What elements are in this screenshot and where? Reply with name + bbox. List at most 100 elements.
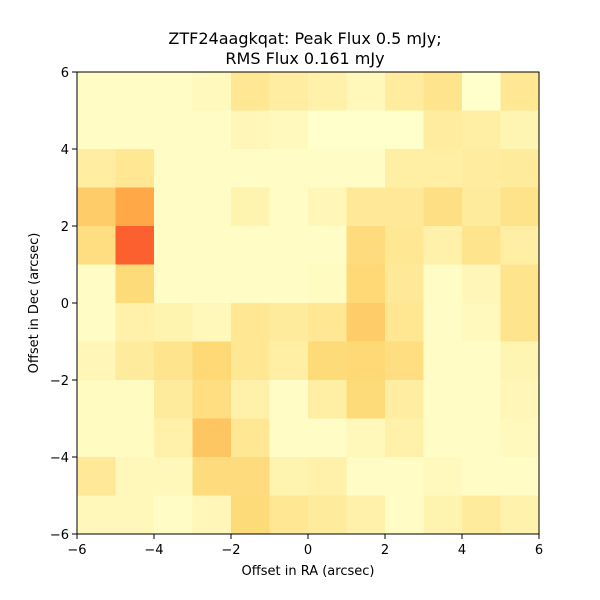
heatmap-cell — [77, 303, 116, 342]
heatmap-cell — [115, 110, 155, 150]
y-tick-label: −4 — [50, 451, 69, 466]
heatmap-cell — [77, 457, 116, 496]
heatmap-cell — [423, 264, 463, 304]
heatmap-cell — [269, 187, 309, 227]
heatmap-cell — [346, 72, 386, 111]
heatmap-cell — [423, 457, 463, 496]
heatmap-cell — [423, 110, 463, 150]
heatmap-cell — [500, 72, 540, 111]
y-axis-label: Offset in Dec (arcsec) — [27, 233, 42, 374]
heatmap-cell — [462, 457, 501, 496]
heatmap-cell — [462, 226, 501, 265]
heatmap-cell — [308, 110, 347, 150]
y-tick-label: 2 — [61, 220, 69, 235]
heatmap-cell — [77, 72, 116, 111]
y-tick-label: 0 — [61, 297, 69, 312]
heatmap-cell — [423, 187, 463, 227]
heatmap-cell — [346, 495, 386, 535]
heatmap-cell — [346, 457, 386, 496]
heatmap-cell — [500, 303, 540, 342]
heatmap-cell — [154, 341, 193, 381]
heatmap-cell — [231, 110, 270, 150]
heatmap-cell — [346, 303, 386, 342]
heatmap-cell — [192, 226, 232, 265]
heatmap-cell — [462, 110, 501, 150]
heatmap-cell — [192, 495, 232, 535]
heatmap-cell — [269, 495, 309, 535]
heatmap-cell — [115, 303, 155, 342]
heatmap-cell — [77, 264, 116, 304]
heatmap-cell — [385, 341, 424, 381]
heatmap-cell — [231, 264, 270, 304]
heatmap-cell — [462, 264, 501, 304]
heatmap-cell — [192, 418, 232, 458]
heatmap-cell — [77, 495, 116, 535]
x-tick-label: 4 — [458, 543, 466, 558]
heatmap-cell — [77, 341, 116, 381]
heatmap-cell — [231, 457, 270, 496]
heatmap-cell — [462, 303, 501, 342]
axis-ticks: −6 −4 −2 0 2 4 6 −6 −4 −2 0 2 4 6 — [50, 66, 543, 558]
heatmap-cell — [154, 72, 193, 111]
heatmap-cell — [269, 380, 309, 419]
x-tick-label: 6 — [535, 543, 543, 558]
heatmap-cell — [308, 303, 347, 342]
heatmap-cell — [308, 149, 347, 188]
heatmap-cell — [77, 149, 116, 188]
heatmap-cell — [500, 380, 540, 419]
heatmap-cell — [423, 303, 463, 342]
y-tick-label: −2 — [50, 374, 69, 389]
heatmap-cell — [231, 226, 270, 265]
plot-frame — [76, 71, 540, 535]
heatmap-cell — [385, 72, 424, 111]
heatmap-cell — [462, 418, 501, 458]
heatmap-cell — [385, 303, 424, 342]
heatmap-cell — [462, 72, 501, 111]
heatmap-cell — [231, 187, 270, 227]
heatmap-cell — [385, 226, 424, 265]
heatmap-cell — [500, 110, 540, 150]
heatmap-cell — [269, 110, 309, 150]
heatmap-cell — [231, 72, 270, 111]
heatmap-cell — [346, 110, 386, 150]
heatmap-cell — [115, 418, 155, 458]
heatmap-cell — [115, 72, 155, 111]
heatmap-cell — [346, 341, 386, 381]
chart-title-line-1: ZTF24aagkqat: Peak Flux 0.5 mJy; — [168, 29, 441, 48]
heatmap-cell — [423, 149, 463, 188]
heatmap-cell — [423, 495, 463, 535]
heatmap-cell — [346, 226, 386, 265]
heatmap-cell — [462, 149, 501, 188]
heatmap-cell — [269, 341, 309, 381]
heatmap-cell — [385, 495, 424, 535]
heatmap-cell — [154, 303, 193, 342]
heatmap-cell — [115, 264, 155, 304]
heatmap-cell — [231, 149, 270, 188]
heatmap-cell — [346, 418, 386, 458]
heatmap-cell — [346, 187, 386, 227]
heatmap-cell — [77, 110, 116, 150]
heatmap-cell — [500, 457, 540, 496]
y-tick-label: −6 — [50, 528, 69, 543]
heatmap-cell — [385, 380, 424, 419]
heatmap-cell — [462, 380, 501, 419]
heatmap-cell — [154, 226, 193, 265]
heatmap-cell — [308, 226, 347, 265]
heatmap-cell — [308, 380, 347, 419]
heatmap-cell — [231, 380, 270, 419]
heatmap-cell — [385, 264, 424, 304]
x-tick-label: −6 — [67, 543, 86, 558]
y-tick-label: 6 — [61, 66, 69, 81]
heatmap-cell — [77, 187, 116, 227]
heatmap-cell — [192, 380, 232, 419]
heatmap-cell — [192, 187, 232, 227]
heatmap-cell — [154, 457, 193, 496]
heatmap-cell — [231, 418, 270, 458]
heatmap-cell — [192, 72, 232, 111]
x-tick-label: 2 — [381, 543, 389, 558]
heatmap-cell — [269, 72, 309, 111]
heatmap-cell — [77, 226, 116, 265]
heatmap-cell — [308, 418, 347, 458]
heatmap-cell — [308, 341, 347, 381]
